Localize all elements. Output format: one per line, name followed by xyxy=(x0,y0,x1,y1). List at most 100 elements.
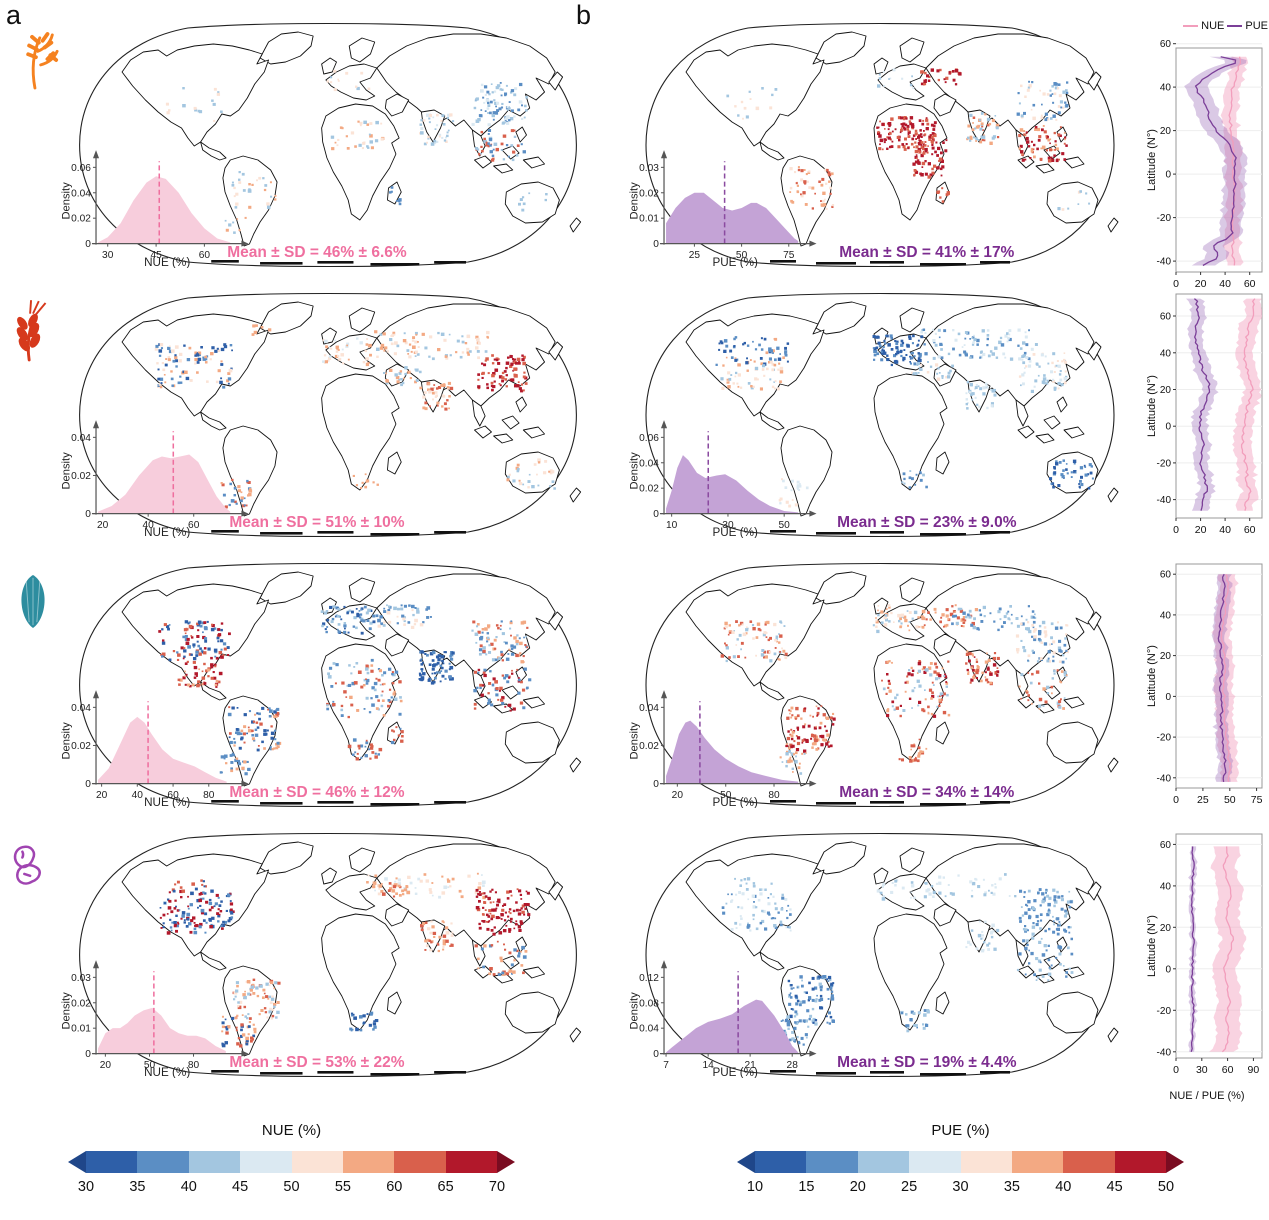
svg-text:40: 40 xyxy=(132,790,144,801)
svg-text:0.02: 0.02 xyxy=(639,188,659,199)
panel-label-a: a xyxy=(6,0,22,30)
pue-mean-label-wheat: Mean ± SD = 23% ± 9.0% xyxy=(837,514,1017,531)
nue-legend-line xyxy=(1183,25,1199,27)
colorbar-segment xyxy=(909,1151,961,1173)
row-soybean: 0 0.01 0.02 0.03 20 50 80 Density NUE (%) Mean ±… xyxy=(0,830,1269,1098)
pue-map-maize: 0 0.02 0.04 20 50 80 Density PUE (%) Mean ± SD … xyxy=(620,560,1140,810)
svg-text:60: 60 xyxy=(1222,1064,1234,1076)
svg-text:45: 45 xyxy=(150,250,162,261)
svg-text:20: 20 xyxy=(1195,524,1207,536)
density-curve xyxy=(666,999,799,1054)
nue-density-inset-rice: 0 0.02 0.04 0.06 30 45 60 Density NUE (%) xyxy=(58,146,254,269)
svg-text:0.02: 0.02 xyxy=(71,214,91,225)
colorbar-left-arrow xyxy=(737,1151,755,1173)
svg-text:0.02: 0.02 xyxy=(71,471,91,482)
svg-text:0: 0 xyxy=(85,509,91,520)
svg-text:80: 80 xyxy=(203,790,215,801)
svg-text:7: 7 xyxy=(663,1060,669,1071)
svg-text:30: 30 xyxy=(722,520,734,531)
svg-text:50: 50 xyxy=(1224,794,1236,806)
svg-text:PUE (%): PUE (%) xyxy=(712,256,758,268)
colorbar-tick: 30 xyxy=(952,1179,969,1195)
nue-legend-label: NUE xyxy=(1201,20,1225,32)
colorbar-tick: 60 xyxy=(386,1179,403,1195)
nue-mean-label-maize: Mean ± SD = 46% ± 12% xyxy=(229,784,405,801)
svg-text:-40: -40 xyxy=(1157,1047,1172,1058)
row-rice: 0 0.02 0.04 0.06 30 45 60 Density NUE (%) Mean ±… xyxy=(0,20,1269,290)
density-curve xyxy=(98,1007,226,1054)
svg-text:Density: Density xyxy=(629,722,641,760)
colorbar-segment xyxy=(445,1151,497,1173)
svg-text:50: 50 xyxy=(779,520,791,531)
density-curve xyxy=(98,716,227,784)
svg-text:20: 20 xyxy=(1160,385,1172,396)
svg-text:NUE (%): NUE (%) xyxy=(144,1066,190,1078)
svg-text:0: 0 xyxy=(1165,170,1171,181)
nue-density-inset-soybean: 0 0.01 0.02 0.03 20 50 80 Density NUE (%) xyxy=(58,956,254,1079)
svg-text:21: 21 xyxy=(744,1060,756,1071)
profile-line xyxy=(1193,298,1211,511)
svg-text:0.01: 0.01 xyxy=(71,1024,91,1035)
svg-text:0.08: 0.08 xyxy=(639,998,659,1009)
svg-text:0: 0 xyxy=(1173,1064,1179,1076)
svg-text:75: 75 xyxy=(783,250,795,261)
colorbar-tick: 35 xyxy=(1003,1179,1020,1195)
svg-text:Density: Density xyxy=(61,722,73,760)
svg-text:Latitude (N°): Latitude (N°) xyxy=(1146,915,1158,977)
colorbar-segment xyxy=(806,1151,858,1173)
nue-map-wheat: 0 0.02 0.04 20 40 60 Density NUE (%) Mean ± SD … xyxy=(52,290,604,540)
pue-mean-label-rice: Mean ± SD = 41% ± 17% xyxy=(839,244,1015,261)
nue-density-inset-maize: 0 0.02 0.04 20 40 60 80 Density NUE (%) xyxy=(58,686,254,809)
rice-icon xyxy=(6,26,60,96)
nue-mean-label-soybean: Mean ± SD = 53% ± 22% xyxy=(229,1054,405,1071)
colorbar-segment xyxy=(960,1151,1012,1173)
svg-text:0: 0 xyxy=(653,239,659,250)
svg-text:0.02: 0.02 xyxy=(71,998,91,1009)
svg-text:Density: Density xyxy=(629,992,641,1030)
pue-colorbar: PUE (%) 10 15 20 25 30 35 40 45 50 xyxy=(737,1122,1184,1197)
svg-text:20: 20 xyxy=(1160,126,1172,137)
maize-icon xyxy=(6,566,60,636)
pue-colorbar-ticks: 10 15 20 25 30 35 40 45 50 xyxy=(737,1179,1184,1197)
svg-text:0: 0 xyxy=(653,509,659,520)
svg-text:Density: Density xyxy=(61,182,73,220)
soybean-icon xyxy=(6,836,60,906)
svg-text:0.04: 0.04 xyxy=(639,1024,659,1035)
svg-text:PUE (%): PUE (%) xyxy=(712,526,758,538)
svg-text:20: 20 xyxy=(1160,923,1172,934)
svg-text:40: 40 xyxy=(1160,881,1172,892)
svg-text:Density: Density xyxy=(629,182,641,220)
svg-text:60: 60 xyxy=(1244,524,1256,536)
profile-line xyxy=(1217,573,1227,782)
nue-density-inset-wheat: 0 0.02 0.04 20 40 60 Density NUE (%) xyxy=(58,416,254,539)
svg-text:60: 60 xyxy=(167,790,179,801)
colorbar-tick: 35 xyxy=(129,1179,146,1195)
svg-text:80: 80 xyxy=(768,790,780,801)
svg-text:40: 40 xyxy=(143,520,155,531)
svg-text:50: 50 xyxy=(736,250,748,261)
profile-line xyxy=(1220,573,1232,782)
sd-band xyxy=(1211,574,1234,782)
colorbar-tick: 50 xyxy=(1157,1179,1175,1195)
svg-text:60: 60 xyxy=(1160,39,1172,50)
nue-mean-label-rice: Mean ± SD = 46% ± 6.6% xyxy=(227,244,407,261)
colorbar-tick: 10 xyxy=(746,1179,764,1195)
svg-text:PUE (%): PUE (%) xyxy=(712,1066,758,1078)
svg-text:40: 40 xyxy=(1160,83,1172,94)
colorbar-tick: 55 xyxy=(334,1179,351,1195)
svg-text:20: 20 xyxy=(672,790,684,801)
profile-line xyxy=(1221,846,1235,1053)
density-curve xyxy=(666,720,799,784)
svg-text:-20: -20 xyxy=(1157,213,1172,224)
pue-density-inset-rice: 0 0.01 0.02 0.03 25 50 75 Density PUE (%) xyxy=(626,146,822,269)
svg-text:0.06: 0.06 xyxy=(71,163,91,174)
pue-map-rice: 0 0.01 0.02 0.03 25 50 75 Density PUE (%) Mean ±… xyxy=(620,20,1140,270)
colorbar-segment xyxy=(394,1151,446,1173)
svg-text:50: 50 xyxy=(720,790,732,801)
svg-text:0: 0 xyxy=(1173,524,1179,536)
profile-line xyxy=(1228,56,1242,266)
svg-text:0.01: 0.01 xyxy=(639,214,659,225)
svg-text:PUE (%): PUE (%) xyxy=(712,796,758,808)
svg-text:0.04: 0.04 xyxy=(71,433,91,444)
nue-map-soybean: 0 0.01 0.02 0.03 20 50 80 Density NUE (%) Mean ±… xyxy=(52,830,604,1080)
